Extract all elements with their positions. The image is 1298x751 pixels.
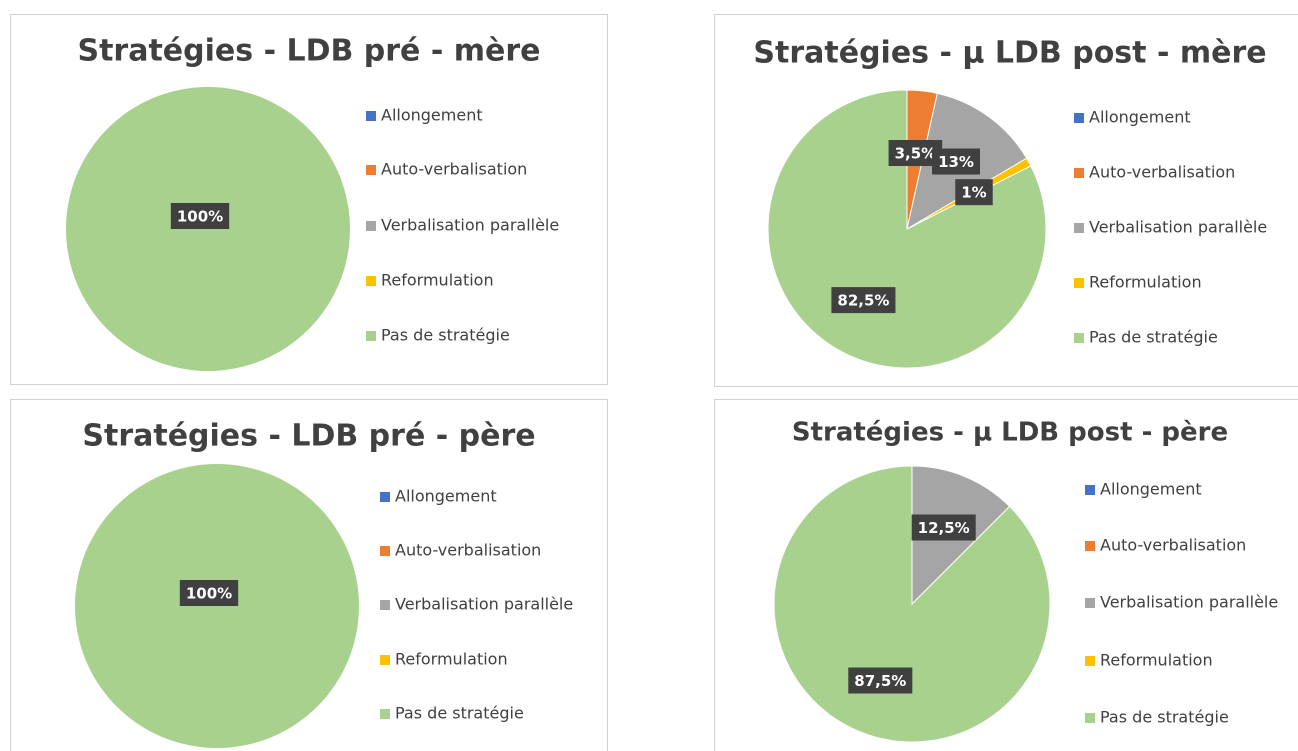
legend-swatch bbox=[380, 709, 390, 719]
legend-label: Pas de stratégie bbox=[395, 704, 524, 723]
legend-label: Reformulation bbox=[1089, 273, 1202, 292]
legend-swatch bbox=[366, 111, 376, 121]
chart-title: Stratégies - LDB pré - mère bbox=[77, 34, 540, 69]
legend-swatch bbox=[366, 276, 376, 286]
data-label: 12,5% bbox=[911, 514, 976, 541]
legend-swatch bbox=[1085, 713, 1095, 723]
data-label-text: 3,5% bbox=[895, 145, 937, 163]
data-label-bg bbox=[955, 179, 993, 206]
chart-title: Stratégies - µ LDB post - père bbox=[792, 418, 1228, 448]
data-label-text: 12,5% bbox=[918, 519, 970, 537]
data-label: 82,5% bbox=[831, 287, 896, 314]
legend-label: Auto-verbalisation bbox=[1100, 536, 1246, 555]
legend-swatch bbox=[380, 600, 390, 610]
legend-swatch bbox=[1085, 598, 1095, 608]
legend-label: Verbalisation parallèle bbox=[1089, 218, 1267, 237]
legend-label: Reformulation bbox=[395, 650, 508, 669]
legend-label: Verbalisation parallèle bbox=[1100, 593, 1278, 612]
data-label-bg bbox=[170, 203, 230, 229]
legend-label: Allongement bbox=[381, 106, 483, 125]
legend-swatch bbox=[380, 655, 390, 665]
legend-label: Pas de stratégie bbox=[1089, 328, 1218, 347]
data-label: 100% bbox=[179, 580, 239, 606]
legend-label: Verbalisation parallèle bbox=[395, 595, 573, 614]
data-label: 100% bbox=[170, 203, 230, 229]
chart-title: Stratégies - LDB pré - père bbox=[82, 419, 535, 454]
legend-label: Pas de stratégie bbox=[381, 326, 510, 345]
legend-swatch bbox=[380, 546, 390, 556]
legend-swatch bbox=[1074, 278, 1084, 288]
legend-label: Pas de stratégie bbox=[1100, 708, 1229, 727]
legend-swatch bbox=[366, 221, 376, 231]
legend-swatch bbox=[1085, 485, 1095, 495]
legend-swatch bbox=[366, 165, 376, 175]
legend-swatch bbox=[1074, 168, 1084, 178]
data-label-text: 100% bbox=[177, 208, 223, 226]
legend-swatch bbox=[1074, 333, 1084, 343]
legend-swatch bbox=[366, 331, 376, 341]
data-label-text: 87,5% bbox=[854, 672, 906, 690]
chart-title: Stratégies - µ LDB post - mère bbox=[753, 36, 1266, 71]
legend-label: Allongement bbox=[1089, 108, 1191, 127]
data-label-text: 1% bbox=[961, 184, 986, 202]
legend-swatch bbox=[380, 492, 390, 502]
data-label-bg bbox=[911, 514, 976, 541]
legend-label: Auto-verbalisation bbox=[381, 160, 527, 179]
legend-label: Reformulation bbox=[1100, 651, 1213, 670]
data-label-text: 13% bbox=[938, 153, 974, 171]
pie-slice bbox=[773, 465, 1051, 743]
legend-swatch bbox=[1085, 541, 1095, 551]
data-label-bg bbox=[848, 667, 913, 694]
legend-label: Allongement bbox=[1100, 480, 1202, 499]
legend-label: Auto-verbalisation bbox=[1089, 163, 1235, 182]
data-label: 13% bbox=[932, 148, 980, 175]
data-label-bg bbox=[831, 287, 896, 314]
data-label: 87,5% bbox=[848, 667, 913, 694]
legend-swatch bbox=[1074, 113, 1084, 123]
data-label-text: 82,5% bbox=[837, 292, 889, 310]
data-label-bg bbox=[932, 148, 980, 175]
legend-label: Auto-verbalisation bbox=[395, 541, 541, 560]
data-label-bg bbox=[179, 580, 239, 606]
legend-swatch bbox=[1074, 223, 1084, 233]
data-label-text: 100% bbox=[186, 585, 232, 603]
data-label: 1% bbox=[955, 179, 993, 206]
legend-swatch bbox=[1085, 656, 1095, 666]
legend-label: Reformulation bbox=[381, 271, 494, 290]
legend-label: Verbalisation parallèle bbox=[381, 216, 559, 235]
legend-label: Allongement bbox=[395, 487, 497, 506]
